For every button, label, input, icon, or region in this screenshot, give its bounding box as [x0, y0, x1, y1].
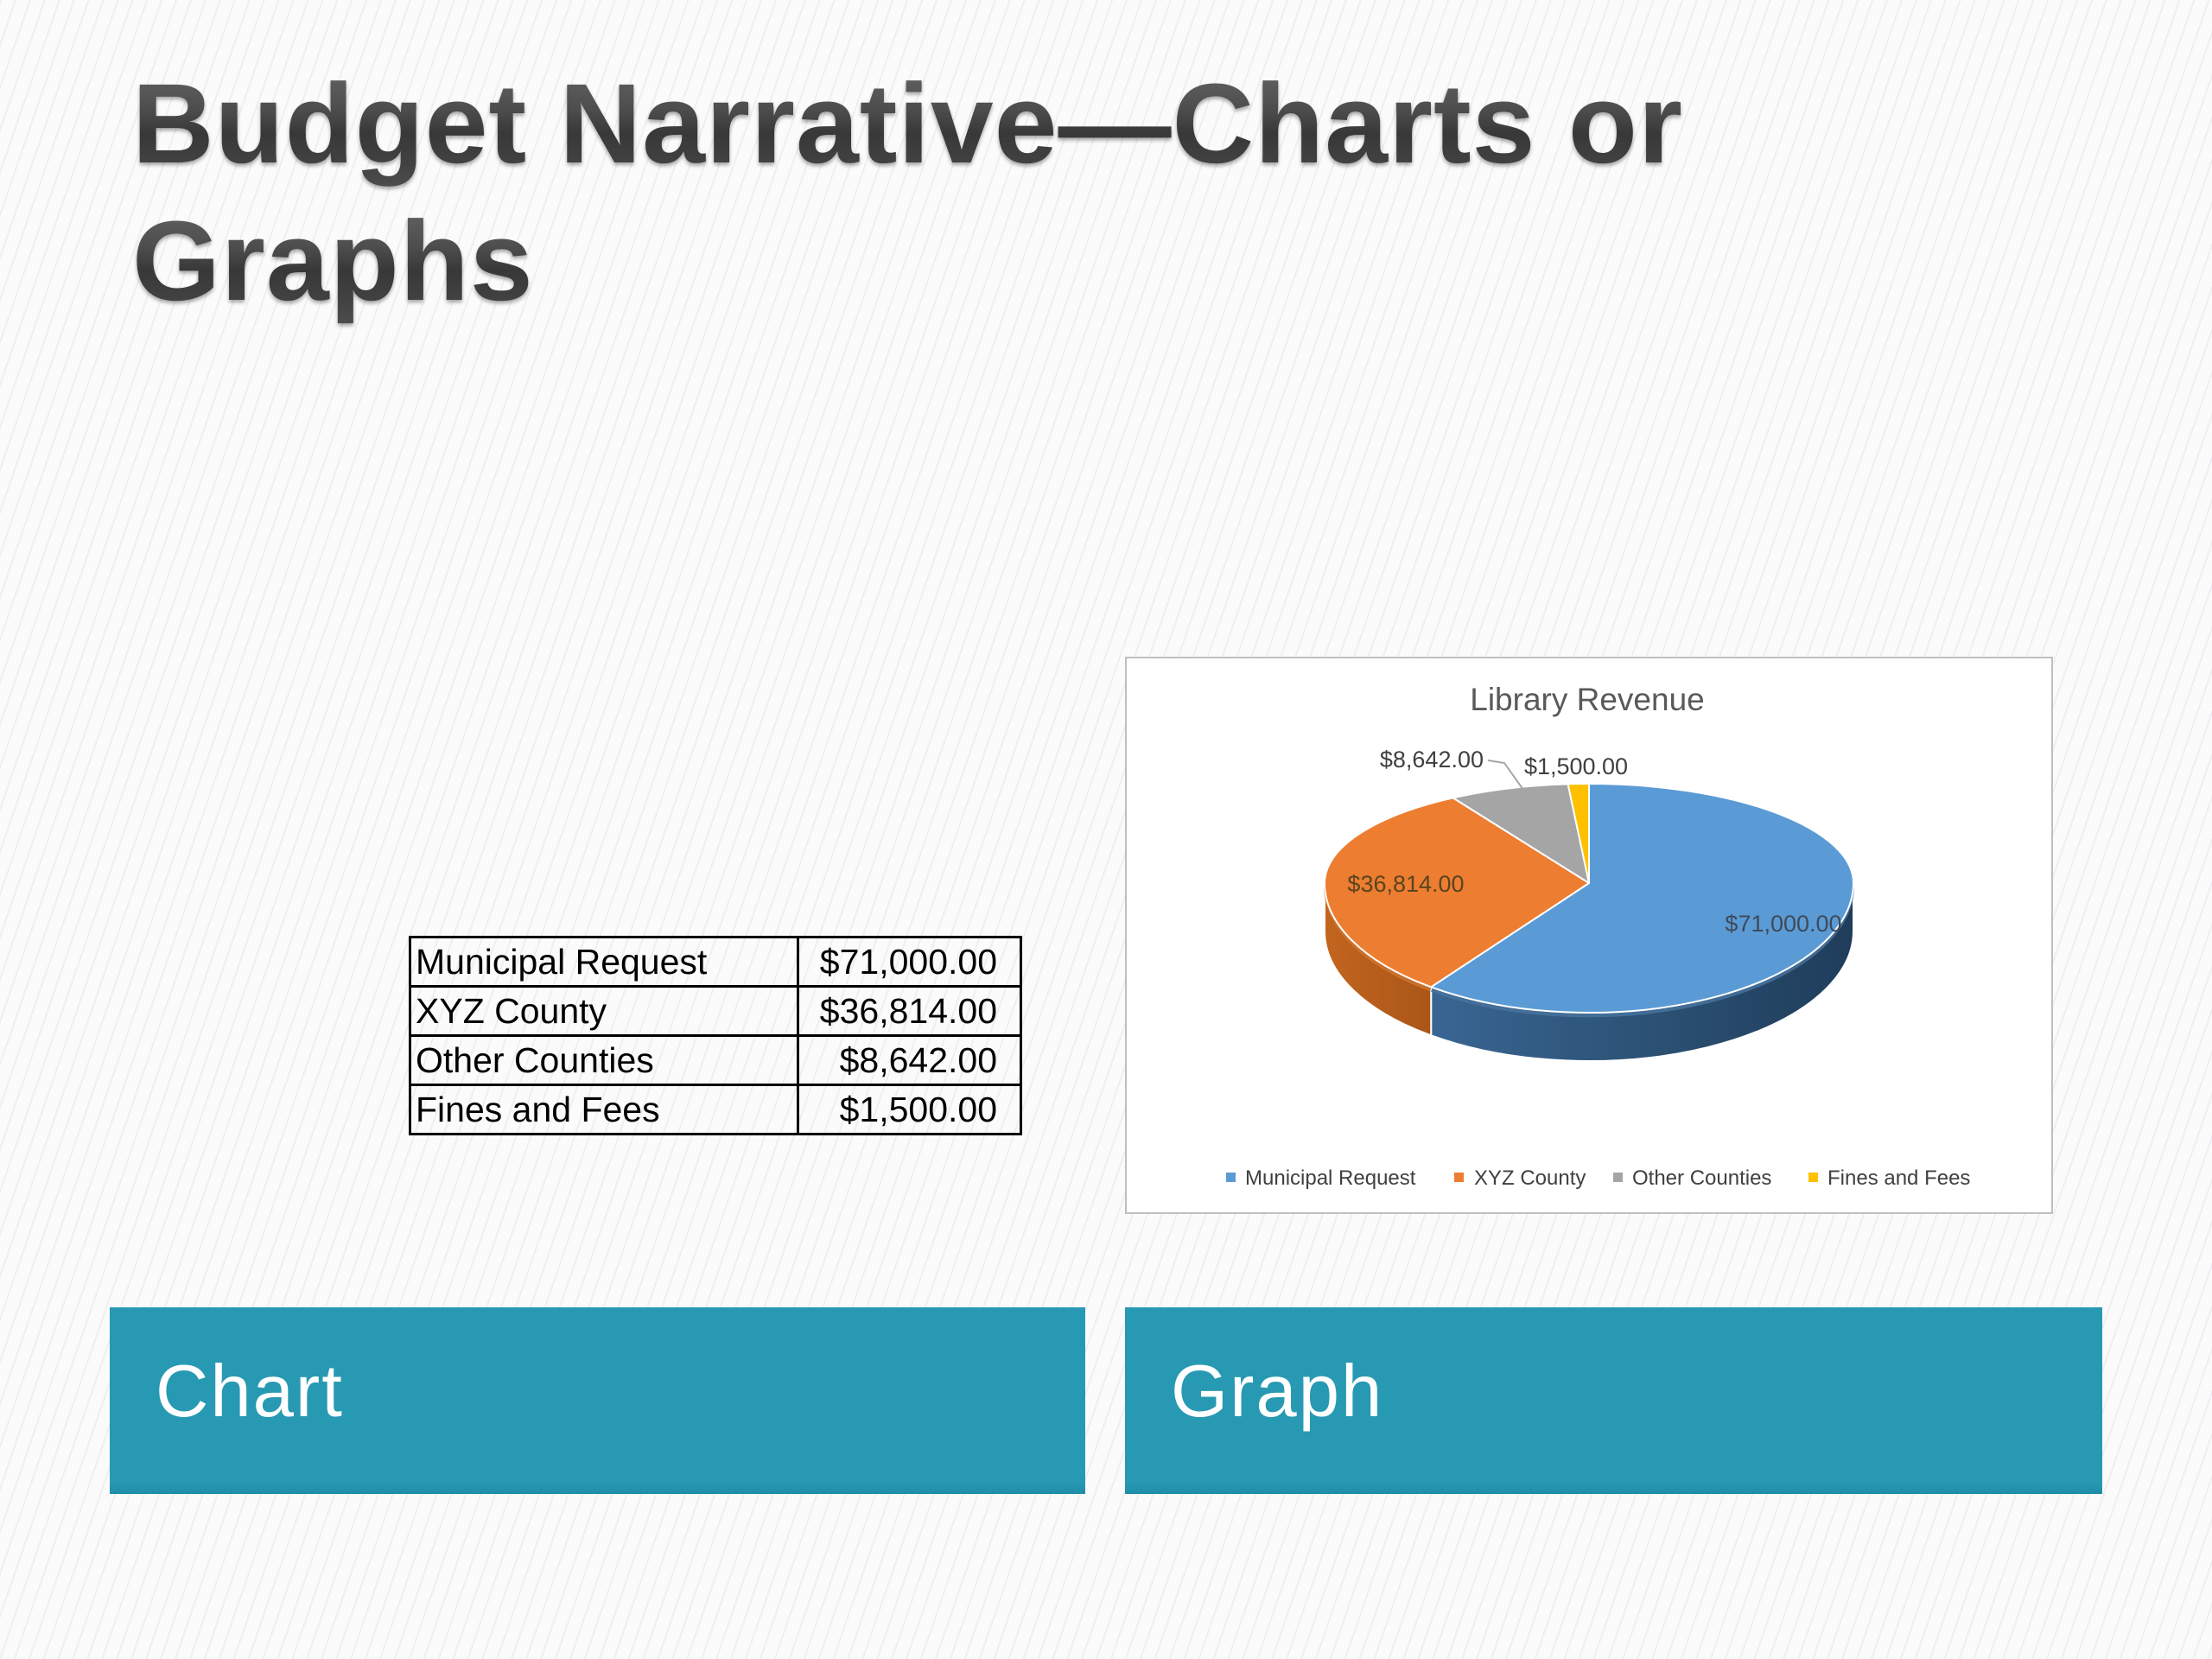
svg-text:Library Revenue: Library Revenue — [1470, 682, 1704, 717]
svg-text:Fines and Fees: Fines and Fees — [1827, 1166, 1970, 1190]
svg-text:$36,814.00: $36,814.00 — [1347, 871, 1464, 897]
svg-text:Other Counties: Other Counties — [1632, 1166, 1771, 1190]
svg-text:$71,000.00: $71,000.00 — [1725, 911, 1841, 937]
svg-text:XYZ County: XYZ County — [1474, 1166, 1586, 1190]
svg-text:$1,500.00: $1,500.00 — [1524, 753, 1628, 779]
svg-text:Municipal Request: Municipal Request — [1245, 1166, 1416, 1190]
svg-text:$8,642.00: $8,642.00 — [1380, 747, 1484, 772]
